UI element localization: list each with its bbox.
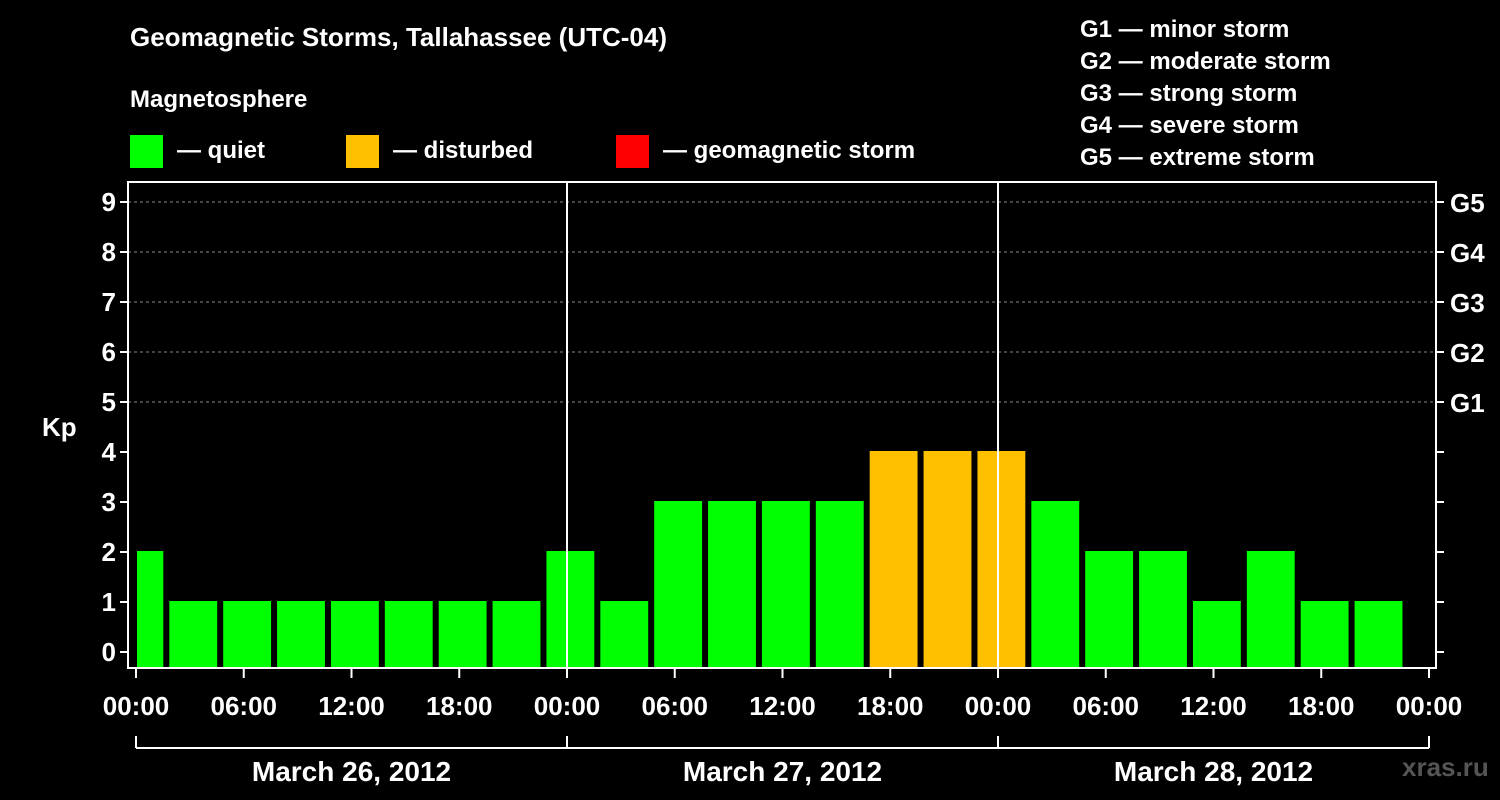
- y-tick-label-8: 8: [102, 237, 116, 267]
- kp-bar-20: [1192, 601, 1241, 668]
- legend-storm-swatch: [616, 134, 649, 168]
- kp-bar-15: [923, 451, 972, 668]
- kp-bar-4: [330, 601, 379, 668]
- kp-bar-6: [438, 601, 487, 668]
- g-level-label-G4: G4: [1450, 238, 1485, 268]
- x-tick-label-0: 00:00: [103, 691, 170, 721]
- g-level-label-G2: G2: [1450, 338, 1485, 368]
- chart-title: Geomagnetic Storms, Tallahassee (UTC-04): [130, 22, 668, 52]
- x-tick-label-7: 18:00: [857, 691, 924, 721]
- y-tick-label-2: 2: [102, 537, 116, 567]
- kp-bar-1: [169, 601, 218, 668]
- watermark: xras.ru: [1402, 752, 1489, 782]
- kp-bar-3: [277, 601, 325, 668]
- kp-bar-5: [384, 601, 433, 668]
- x-tick-label-4: 00:00: [534, 691, 601, 721]
- kp-bar-10: [654, 501, 703, 668]
- g-level-label-G3: G3: [1450, 288, 1485, 318]
- g-scale-g1: G1 — minor storm: [1080, 16, 1290, 43]
- x-tick-label-1: 06:00: [211, 691, 278, 721]
- x-tick-label-6: 12:00: [749, 691, 816, 721]
- g-level-label-G5: G5: [1450, 188, 1485, 218]
- y-tick-label-7: 7: [102, 287, 116, 317]
- g-level-label-G1: G1: [1450, 388, 1485, 418]
- legend-disturbed-label: — disturbed: [393, 137, 534, 164]
- kp-bar-21: [1246, 551, 1295, 668]
- x-tick-label-8: 00:00: [965, 691, 1032, 721]
- y-tick-label-0: 0: [102, 637, 116, 667]
- day-label-2: March 28, 2012: [1114, 756, 1313, 787]
- day-label-1: March 27, 2012: [683, 756, 882, 787]
- kp-bar-17: [1031, 501, 1080, 668]
- kp-bar-18: [1085, 551, 1134, 668]
- x-tick-label-12: 00:00: [1396, 691, 1463, 721]
- kp-bar-19: [1139, 551, 1187, 668]
- legend-quiet: — quiet: [130, 134, 265, 168]
- x-tick-label-3: 18:00: [426, 691, 493, 721]
- kp-bar-9: [600, 601, 649, 668]
- kp-bar-0: [137, 551, 164, 668]
- kp-bar-16: [977, 451, 1026, 668]
- g-scale-g3: G3 — strong storm: [1080, 80, 1298, 107]
- kp-bar-8: [546, 551, 595, 668]
- legend-disturbed-swatch: [346, 134, 379, 168]
- x-tick-label-10: 12:00: [1180, 691, 1247, 721]
- y-tick-label-1: 1: [102, 587, 116, 617]
- kp-bar-22: [1300, 601, 1349, 668]
- g-scale-g5: G5 — extreme storm: [1080, 144, 1315, 171]
- y-tick-label-5: 5: [102, 387, 116, 417]
- kp-bar-14: [869, 451, 918, 668]
- magnetosphere-label: Magnetosphere: [130, 86, 308, 113]
- legend-storm-label: — geomagnetic storm: [663, 137, 916, 164]
- x-tick-label-9: 06:00: [1073, 691, 1140, 721]
- kp-bar-2: [223, 601, 272, 668]
- kp-bar-23: [1354, 601, 1403, 668]
- kp-bar-7: [492, 601, 541, 668]
- x-tick-label-5: 06:00: [642, 691, 709, 721]
- y-tick-label-6: 6: [102, 337, 116, 367]
- x-tick-label-11: 18:00: [1288, 691, 1355, 721]
- g-scale-g2: G2 — moderate storm: [1080, 48, 1331, 75]
- kp-bar-11: [708, 501, 756, 668]
- y-tick-label-3: 3: [102, 487, 116, 517]
- kp-bar-12: [761, 501, 810, 668]
- legend-disturbed: — disturbed: [346, 134, 533, 168]
- g-scale-legend: G1 — minor storm G2 — moderate storm G3 …: [1080, 14, 1331, 174]
- x-tick-label-2: 12:00: [318, 691, 385, 721]
- y-axis-label: Kp: [42, 412, 77, 442]
- legend-quiet-label: — quiet: [177, 137, 265, 164]
- day-label-0: March 26, 2012: [252, 756, 451, 787]
- y-tick-label-4: 4: [102, 437, 117, 467]
- legend-storm: — geomagnetic storm: [616, 134, 915, 168]
- kp-bar-13: [815, 501, 864, 668]
- legend-quiet-swatch: [130, 134, 163, 168]
- g-scale-g4: G4 — severe storm: [1080, 112, 1299, 139]
- y-tick-label-9: 9: [102, 187, 116, 217]
